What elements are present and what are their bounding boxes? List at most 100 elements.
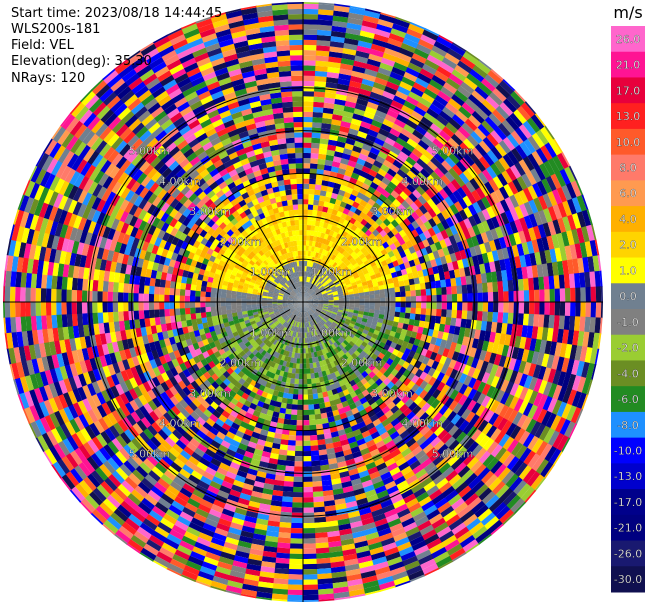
range-bin — [369, 206, 378, 215]
range-bin — [354, 240, 362, 248]
range-bin — [330, 36, 346, 44]
range-bin — [493, 353, 502, 367]
range-bin — [540, 145, 553, 162]
range-bin — [564, 343, 573, 360]
range-bin — [341, 273, 348, 279]
range-bin — [330, 124, 341, 132]
range-bin — [590, 364, 597, 381]
range-bin — [482, 153, 495, 167]
range-bin — [431, 205, 442, 216]
range-bin — [490, 321, 498, 334]
range-bin — [361, 182, 371, 191]
range-bin — [350, 259, 358, 266]
range-bin — [437, 264, 444, 274]
range-bin — [309, 290, 314, 295]
range-bin — [390, 302, 396, 308]
range-bin — [561, 329, 569, 345]
range-bin — [312, 111, 324, 118]
range-bin — [524, 253, 532, 268]
range-bin — [328, 298, 334, 301]
range-bin — [311, 278, 315, 284]
range-bin — [303, 132, 313, 138]
range-bin — [381, 189, 391, 199]
range-bin — [567, 259, 575, 275]
range-bin — [436, 294, 442, 303]
range-bin — [302, 517, 315, 524]
range-bin — [345, 281, 352, 286]
range-bin — [369, 91, 383, 101]
range-bin — [495, 105, 510, 121]
range-bin — [323, 250, 329, 257]
range-bin — [451, 309, 458, 319]
range-bin — [494, 143, 508, 158]
range-bin — [384, 306, 391, 312]
range-bin — [303, 183, 310, 190]
range-bin — [410, 202, 420, 212]
range-bin — [354, 162, 365, 171]
range-bin — [434, 337, 443, 347]
range-bin — [411, 220, 420, 230]
range-bin — [307, 297, 313, 301]
range-bin — [367, 198, 376, 207]
range-bin — [363, 161, 374, 170]
range-bin — [345, 138, 356, 146]
range-bin — [447, 48, 464, 61]
range-bin — [348, 293, 355, 298]
range-bin — [406, 138, 419, 149]
range-bin — [307, 296, 313, 300]
range-bin — [306, 282, 310, 288]
range-bin — [347, 273, 354, 279]
range-bin — [514, 335, 522, 349]
range-bin — [492, 175, 504, 190]
range-bin — [328, 247, 334, 254]
range-bin — [418, 276, 425, 284]
range-bin — [311, 481, 323, 487]
range-bin — [349, 299, 355, 303]
range-bin — [314, 81, 327, 88]
range-bin — [572, 330, 580, 347]
range-bin — [303, 298, 307, 302]
range-bin — [316, 282, 322, 288]
range-bin — [287, 579, 303, 585]
range-bin — [398, 280, 405, 287]
range-bin — [318, 270, 323, 277]
range-bin — [522, 156, 535, 172]
range-bin — [410, 302, 417, 309]
range-bin — [429, 243, 438, 253]
range-bin — [589, 271, 596, 288]
range-bin — [395, 90, 409, 101]
range-bin — [311, 465, 321, 472]
range-bin — [590, 286, 597, 303]
range-bin — [303, 224, 308, 231]
range-bin — [420, 168, 431, 179]
range-bin — [331, 287, 337, 292]
range-bin — [307, 271, 310, 277]
range-bin — [459, 141, 472, 155]
range-bin — [585, 302, 591, 318]
range-bin — [314, 262, 318, 269]
range-bin — [349, 155, 359, 163]
range-bin — [327, 271, 333, 277]
range-bin — [319, 143, 329, 150]
range-bin — [478, 59, 493, 71]
range-bin — [315, 236, 321, 243]
range-bin — [462, 195, 473, 208]
range-bin — [467, 293, 473, 303]
range-bin — [552, 189, 563, 205]
range-bin — [527, 227, 537, 242]
range-bin — [303, 116, 314, 123]
range-bin — [330, 285, 336, 290]
range-bin — [314, 252, 320, 259]
range-bin — [441, 294, 447, 303]
range-bin — [316, 29, 333, 37]
range-bin — [390, 211, 399, 220]
range-bin — [422, 238, 430, 248]
range-bin — [449, 252, 458, 263]
range-bin — [321, 117, 333, 125]
range-bin — [337, 259, 344, 266]
range-bin — [297, 399, 303, 405]
range-bin — [325, 270, 331, 276]
range-bin — [505, 209, 515, 224]
range-bin — [407, 272, 414, 280]
range-bin — [503, 183, 515, 198]
